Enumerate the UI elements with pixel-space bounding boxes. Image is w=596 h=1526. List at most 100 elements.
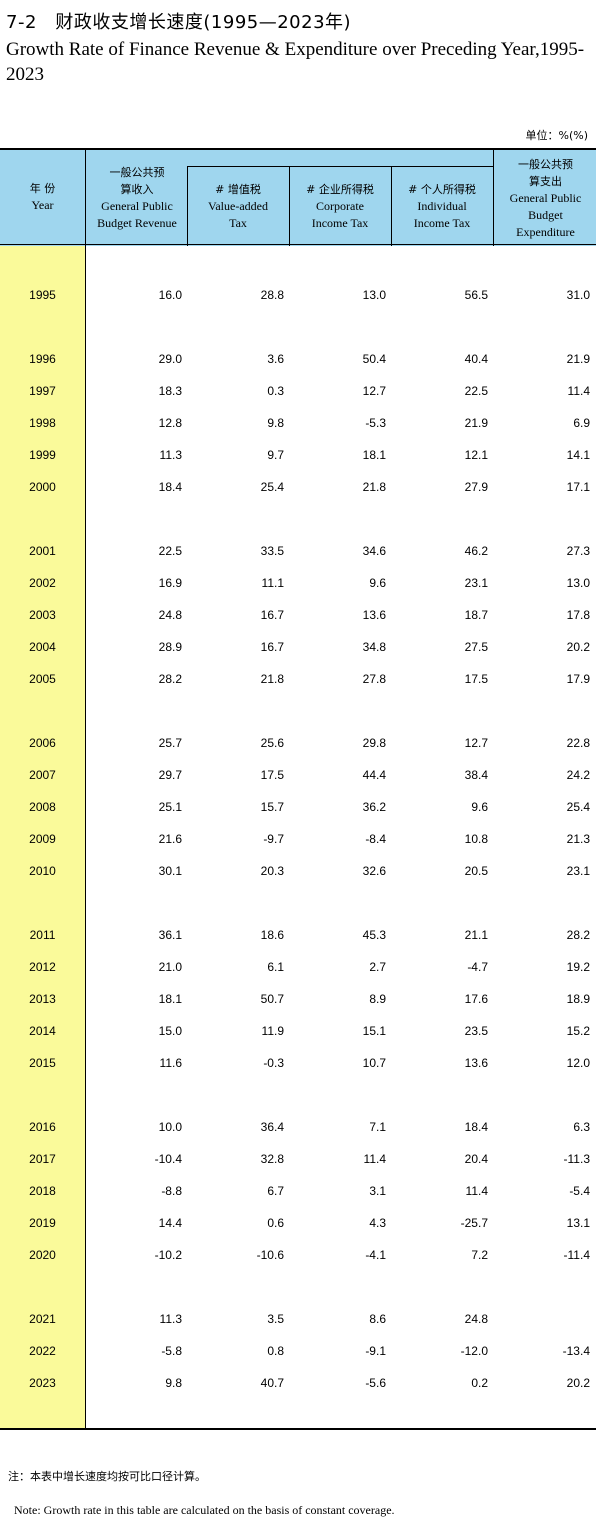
year-cell: 2006 bbox=[29, 736, 56, 750]
table-row: 2009 21.6 -9.7 -8.4 10.8 21.3 bbox=[0, 829, 596, 849]
pit-cell: 21.1 bbox=[464, 928, 488, 942]
column-divider bbox=[289, 166, 290, 246]
pit-cell: 27.9 bbox=[464, 480, 488, 494]
cit-cell: 36.2 bbox=[362, 800, 386, 814]
cit-cell: 8.9 bbox=[369, 992, 386, 1006]
growth-rate-table: 年 份 Year 一般公共预算收入 General Public Budget … bbox=[0, 148, 596, 1430]
table-row: 2023 9.8 40.7 -5.6 0.2 20.2 bbox=[0, 1373, 596, 1393]
cit-cell: 50.4 bbox=[362, 352, 386, 366]
header-exp-en: General Public Budget Expenditure bbox=[509, 191, 582, 239]
header-vat-en: Value-added Tax bbox=[208, 199, 268, 230]
expenditure-cell: -13.4 bbox=[562, 1344, 590, 1358]
table-row: 2003 24.8 16.7 13.6 18.7 17.8 bbox=[0, 605, 596, 625]
year-cell: 2022 bbox=[29, 1344, 56, 1358]
expenditure-cell: 17.1 bbox=[566, 480, 590, 494]
vat-cell: 9.8 bbox=[267, 416, 284, 430]
year-cell: 2021 bbox=[29, 1312, 56, 1326]
revenue-cell: -8.8 bbox=[161, 1184, 182, 1198]
vat-cell: -9.7 bbox=[263, 832, 284, 846]
revenue-cell: 18.3 bbox=[158, 384, 182, 398]
expenditure-cell: 13.1 bbox=[566, 1216, 590, 1230]
pit-cell: 23.5 bbox=[464, 1024, 488, 1038]
vat-cell: 0.8 bbox=[267, 1344, 284, 1358]
header-pit-en: Individual Income Tax bbox=[413, 199, 471, 230]
vat-cell: 50.7 bbox=[260, 992, 284, 1006]
vat-cell: 36.4 bbox=[260, 1120, 284, 1134]
table-row: 2017 -10.4 32.8 11.4 20.4 -11.3 bbox=[0, 1149, 596, 1169]
header-cit-en: Corporate Income Tax bbox=[311, 199, 369, 230]
expenditure-cell: -11.4 bbox=[563, 1248, 590, 1262]
header-year-cn: 年 份 bbox=[29, 182, 56, 195]
cit-cell: 44.4 bbox=[362, 768, 386, 782]
table-row: 2013 18.1 50.7 8.9 17.6 18.9 bbox=[0, 989, 596, 1009]
year-cell: 1997 bbox=[29, 384, 56, 398]
revenue-cell: 11.6 bbox=[159, 1056, 182, 1070]
year-cell: 2010 bbox=[29, 864, 56, 878]
table-row: 2000 18.4 25.4 21.8 27.9 17.1 bbox=[0, 477, 596, 497]
column-divider bbox=[391, 166, 392, 246]
vat-cell: 16.7 bbox=[260, 608, 284, 622]
cit-cell: 3.1 bbox=[369, 1184, 386, 1198]
table-row: 2011 36.1 18.6 45.3 21.1 28.2 bbox=[0, 925, 596, 945]
revenue-cell: 22.5 bbox=[158, 544, 182, 558]
expenditure-cell: 28.2 bbox=[566, 928, 590, 942]
table-row: 2008 25.1 15.7 36.2 9.6 25.4 bbox=[0, 797, 596, 817]
cit-cell: 45.3 bbox=[362, 928, 386, 942]
expenditure-cell: 14.1 bbox=[566, 448, 590, 462]
revenue-cell: 15.0 bbox=[158, 1024, 182, 1038]
revenue-cell: 24.8 bbox=[158, 608, 182, 622]
revenue-cell: 36.1 bbox=[158, 928, 182, 942]
revenue-cell: 11.3 bbox=[159, 448, 182, 462]
table-row: 1995 16.0 28.8 13.0 56.5 31.0 bbox=[0, 285, 596, 305]
table-row: 2012 21.0 6.1 2.7 -4.7 19.2 bbox=[0, 957, 596, 977]
pit-cell: 12.1 bbox=[464, 448, 488, 462]
year-cell: 2000 bbox=[29, 480, 56, 494]
year-cell: 2014 bbox=[29, 1024, 56, 1038]
pit-cell: 22.5 bbox=[464, 384, 488, 398]
cit-cell: 11.4 bbox=[363, 1152, 386, 1166]
header-vat: # 增值税 Value-added Tax bbox=[191, 181, 285, 232]
vat-cell: -10.6 bbox=[256, 1248, 284, 1262]
cit-cell: 18.1 bbox=[362, 448, 386, 462]
expenditure-cell: 17.8 bbox=[566, 608, 590, 622]
cit-cell: -5.3 bbox=[365, 416, 386, 430]
revenue-cell: 28.9 bbox=[158, 640, 182, 654]
cit-cell: 21.8 bbox=[362, 480, 386, 494]
year-cell: 2013 bbox=[29, 992, 56, 1006]
table-row: 2005 28.2 21.8 27.8 17.5 17.9 bbox=[0, 669, 596, 689]
expenditure-cell: 20.2 bbox=[566, 1376, 590, 1390]
expenditure-cell: 18.9 bbox=[566, 992, 590, 1006]
revenue-cell: 21.6 bbox=[158, 832, 182, 846]
revenue-cell: 28.2 bbox=[158, 672, 182, 686]
year-cell: 2017 bbox=[29, 1152, 56, 1166]
expenditure-cell: 19.2 bbox=[566, 960, 590, 974]
vat-cell: 18.6 bbox=[260, 928, 284, 942]
table-row: 2019 14.4 0.6 4.3 -25.7 13.1 bbox=[0, 1213, 596, 1233]
revenue-cell: 30.1 bbox=[158, 864, 182, 878]
pit-cell: 17.5 bbox=[464, 672, 488, 686]
expenditure-cell: 17.9 bbox=[566, 672, 590, 686]
revenue-cell: 12.8 bbox=[158, 416, 182, 430]
header-pit: # 个人所得税 Individual Income Tax bbox=[395, 181, 489, 232]
revenue-cell: 18.4 bbox=[158, 480, 182, 494]
pit-cell: -12.0 bbox=[460, 1344, 488, 1358]
vat-cell: -0.3 bbox=[263, 1056, 284, 1070]
pit-cell: 21.9 bbox=[464, 416, 488, 430]
vat-cell: 25.6 bbox=[260, 736, 284, 750]
year-cell: 2004 bbox=[29, 640, 56, 654]
cit-cell: -9.1 bbox=[365, 1344, 386, 1358]
pit-cell: -4.7 bbox=[467, 960, 488, 974]
year-cell: 2007 bbox=[29, 768, 56, 782]
expenditure-cell: 12.0 bbox=[566, 1056, 590, 1070]
expenditure-cell: 21.3 bbox=[566, 832, 590, 846]
vat-cell: 0.3 bbox=[267, 384, 284, 398]
pit-cell: 18.4 bbox=[464, 1120, 488, 1134]
expenditure-cell: 24.2 bbox=[566, 768, 590, 782]
cit-cell: 8.6 bbox=[369, 1312, 386, 1326]
year-cell: 2002 bbox=[29, 576, 56, 590]
vat-cell: 33.5 bbox=[260, 544, 284, 558]
vat-cell: 20.3 bbox=[260, 864, 284, 878]
pit-cell: -25.7 bbox=[460, 1216, 488, 1230]
revenue-cell: 29.7 bbox=[158, 768, 182, 782]
cit-cell: 7.1 bbox=[369, 1120, 386, 1134]
